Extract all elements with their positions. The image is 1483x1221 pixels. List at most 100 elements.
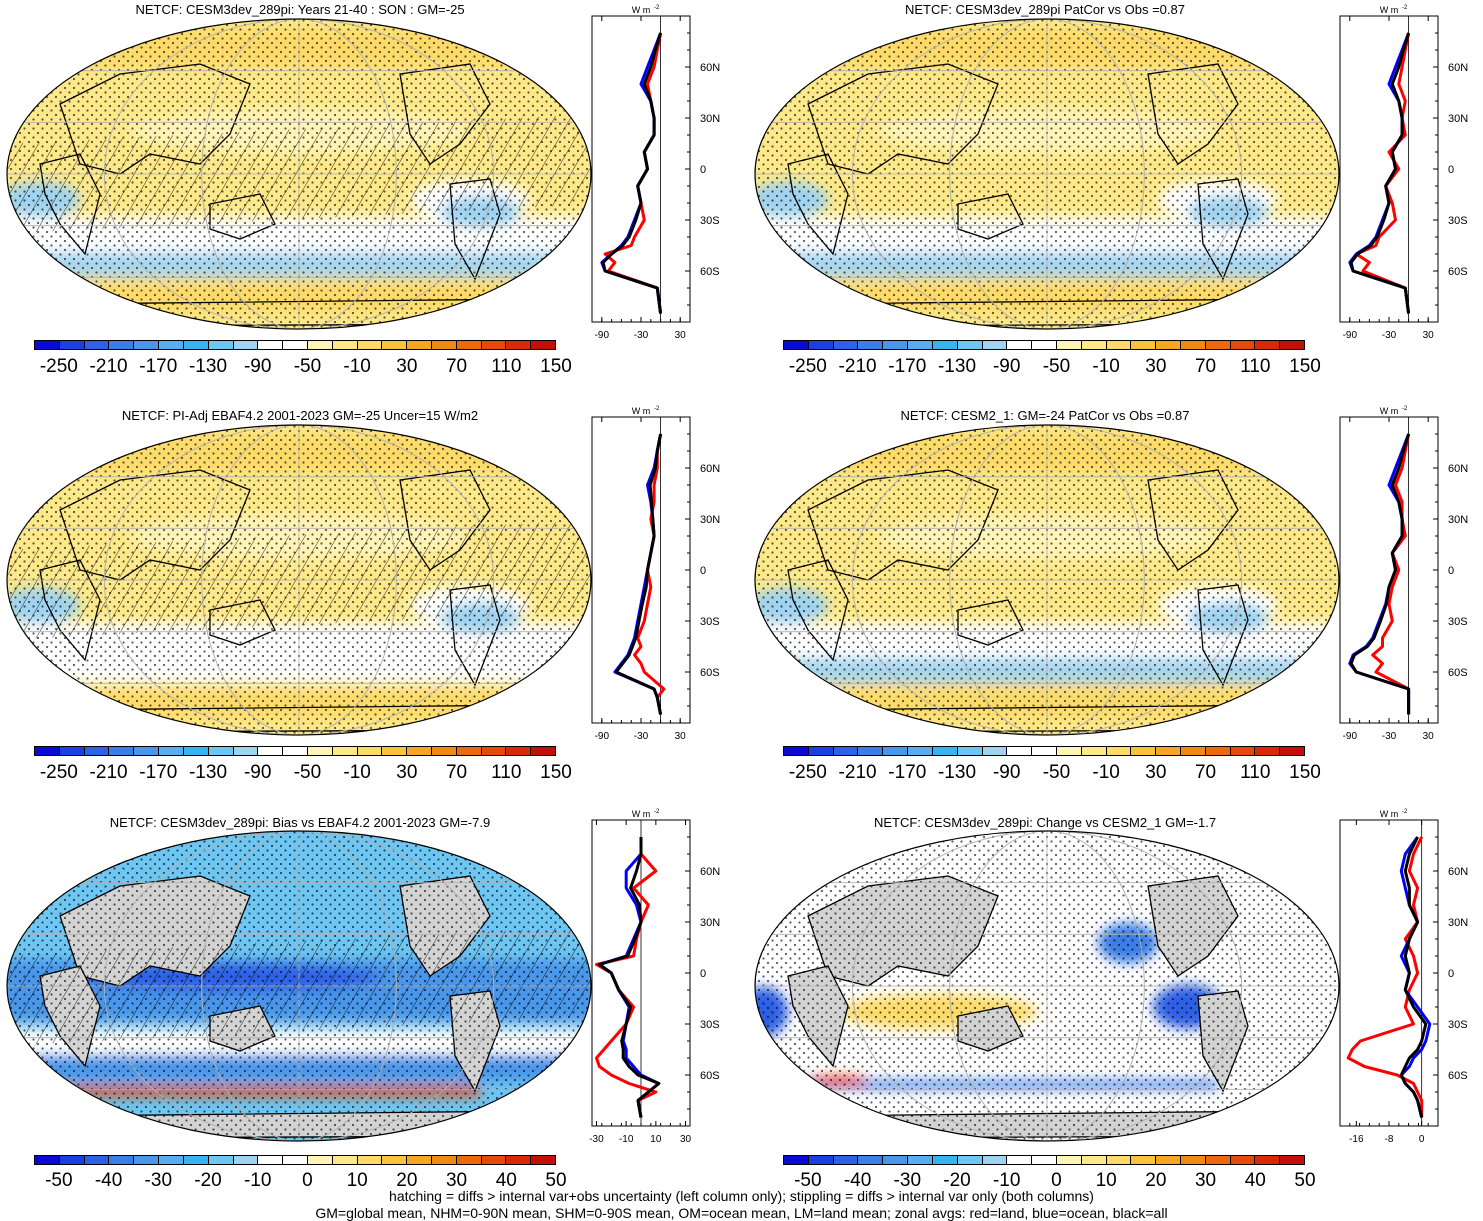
colorbar-swatch xyxy=(208,341,234,349)
colorbar-swatch xyxy=(159,341,184,349)
zonal-series-land xyxy=(603,32,663,314)
zonal-x-tick-label: 30 xyxy=(1423,731,1435,742)
zonal-axis-unit-exponent: -2 xyxy=(654,5,660,11)
colorbar-labels: -250 -210 -170 -130 -90 -50 -10 30 70 110 150 xyxy=(783,762,1321,784)
zonal-series-ocean xyxy=(597,837,661,1118)
zonal-lat-tick-label: 60N xyxy=(700,463,720,475)
map-border xyxy=(754,18,1340,330)
colorbar-swatch xyxy=(1056,341,1082,349)
colorbar xyxy=(783,1155,1305,1165)
colorbar-swatch xyxy=(134,1156,160,1164)
colorbar xyxy=(34,1155,556,1165)
colorbar-swatch xyxy=(432,1156,457,1164)
colorbar-swatch xyxy=(332,1156,358,1164)
zonal-series-all xyxy=(1349,32,1411,314)
zonal-plot-frame xyxy=(1339,819,1439,1127)
colorbar-tick-label: 30 xyxy=(396,762,418,783)
colorbar-swatch xyxy=(957,1156,983,1164)
panel-title: NETCF: CESM3dev_289pi: Bias vs EBAF4.2 2… xyxy=(109,815,491,830)
map-border xyxy=(6,424,592,736)
colorbar-labels: -250 -210 -170 -130 -90 -50 -10 30 70 110 150 xyxy=(34,762,572,784)
zonal-axis-unit: W m xyxy=(632,406,651,416)
zonal-lat-tick-label: 30N xyxy=(700,514,720,526)
colorbar-swatch xyxy=(456,1156,482,1164)
colorbar-tick-label: 30 xyxy=(1194,1170,1217,1191)
colorbar-tick-label: -10 xyxy=(243,1170,272,1191)
colorbar-swatch xyxy=(1205,747,1231,755)
colorbar-tick-label: -10 xyxy=(343,762,371,783)
colorbar-swatch xyxy=(59,747,85,755)
colorbar-tick-label: -170 xyxy=(888,356,927,377)
colorbar-tick-label: -250 xyxy=(39,356,78,377)
colorbar-swatch xyxy=(883,1156,909,1164)
colorbar-tick-label: 40 xyxy=(1244,1170,1266,1191)
map-border xyxy=(754,830,1340,1142)
colorbar-tick-label: 70 xyxy=(445,762,468,783)
colorbar-swatch xyxy=(1106,1156,1132,1164)
colorbar-swatch xyxy=(932,341,958,349)
colorbar-swatch xyxy=(183,747,209,755)
colorbar-tick-label: -40 xyxy=(843,1170,872,1191)
colorbar-swatch xyxy=(1131,747,1157,755)
colorbar-swatch xyxy=(1280,341,1305,349)
zonal-x-tick-label: -90 xyxy=(1343,330,1358,341)
world-map xyxy=(754,830,1340,1142)
colorbar-tick-label: -250 xyxy=(788,762,827,783)
colorbar-swatch xyxy=(1007,341,1033,349)
colorbar-swatch xyxy=(258,341,284,349)
colorbar-swatch xyxy=(1181,341,1206,349)
colorbar-tick-label: -50 xyxy=(1042,762,1071,783)
map-field xyxy=(7,19,591,329)
colorbar-swatch xyxy=(908,341,933,349)
zonal-series-all xyxy=(601,32,663,314)
colorbar-swatch xyxy=(1255,1156,1281,1164)
colorbar-swatch xyxy=(883,747,909,755)
colorbar-swatch xyxy=(84,341,110,349)
colorbar-swatch xyxy=(1156,341,1181,349)
colorbar-swatch xyxy=(1106,341,1132,349)
zonal-x-tick-label: -16 xyxy=(1349,1134,1364,1145)
colorbar-swatch xyxy=(159,747,184,755)
colorbar-swatch xyxy=(1131,1156,1157,1164)
zonal-axis-unit: W m xyxy=(632,809,651,819)
zonal-lat-tick-label: 30N xyxy=(700,113,720,125)
colorbar-swatch xyxy=(858,747,884,755)
colorbar-tick-label: 30 xyxy=(1145,356,1167,377)
zonal-axis-unit: W m xyxy=(632,5,651,15)
colorbar-swatch xyxy=(1280,747,1305,755)
colorbar-tick-label: -90 xyxy=(243,356,272,377)
footer-caption-1: hatching = diffs > internal var+obs unce… xyxy=(389,1188,1094,1204)
zonal-x-tick-label: 10 xyxy=(650,1134,662,1145)
colorbar-tick-label: -40 xyxy=(94,1170,123,1191)
colorbar-swatch xyxy=(382,341,408,349)
colorbar-tick-label: -50 xyxy=(1042,356,1071,377)
colorbar-swatch xyxy=(59,341,85,349)
colorbar-swatch xyxy=(1156,1156,1181,1164)
colorbar-swatch xyxy=(883,341,909,349)
colorbar-swatch xyxy=(833,747,859,755)
zonal-lat-tick-label: 30N xyxy=(1448,113,1468,125)
colorbar-swatch xyxy=(531,747,556,755)
colorbar-tick-label: -20 xyxy=(194,1170,222,1191)
colorbar-tick-label: -10 xyxy=(343,356,371,377)
colorbar-swatch xyxy=(531,1156,556,1164)
map-field xyxy=(755,425,1339,735)
colorbar-tick-label: 0 xyxy=(302,1170,313,1191)
colorbar-swatch xyxy=(258,1156,284,1164)
colorbar-swatch xyxy=(183,341,209,349)
colorbar-tick-label: -130 xyxy=(937,762,977,783)
colorbar-swatch xyxy=(1205,1156,1231,1164)
colorbar-tick-label: -10 xyxy=(1092,356,1120,377)
zonal-lat-tick-label: 0 xyxy=(700,968,706,980)
colorbar-swatch xyxy=(982,341,1008,349)
colorbar-tick-label: 0 xyxy=(1051,1170,1062,1191)
colorbar-swatch xyxy=(357,747,383,755)
zonal-axis-unit: W m xyxy=(1380,809,1399,819)
colorbar-tick-label: -170 xyxy=(139,762,178,783)
zonal-lat-tick-label: 30N xyxy=(1448,514,1468,526)
colorbar-tick-label: -90 xyxy=(992,762,1021,783)
colorbar-swatch xyxy=(283,341,308,349)
colorbar-swatch xyxy=(307,1156,333,1164)
colorbar-swatch xyxy=(183,1156,209,1164)
panel-title: NETCF: PI-Adj EBAF4.2 2001-2023 GM=-25 U… xyxy=(121,408,479,423)
